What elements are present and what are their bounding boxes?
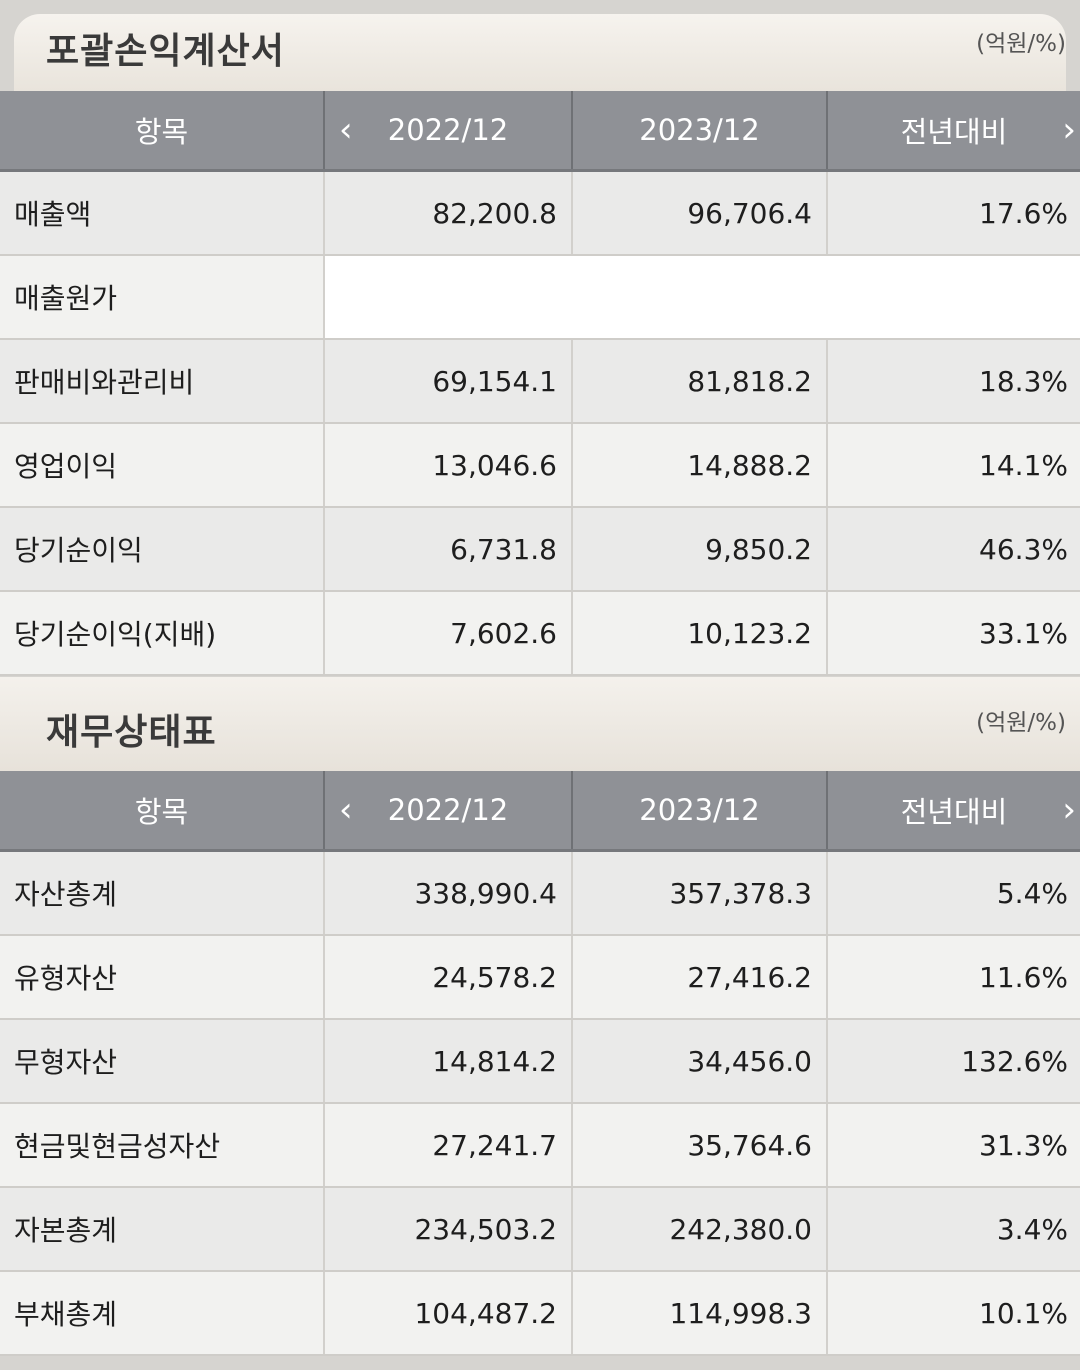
row-label: 부채총계 (0, 1272, 325, 1354)
table-row: 영업이익 13,046.6 14,888.2 14.1% (0, 424, 1080, 508)
value-2022: 82,200.8 (325, 172, 573, 254)
row-label: 판매비와관리비 (0, 340, 325, 422)
value-2022: 13,046.6 (325, 424, 573, 506)
value-2023: 35,764.6 (573, 1104, 828, 1186)
table-row: 매출액 82,200.8 96,706.4 17.6% (0, 172, 1080, 256)
table-row: 자본총계 234,503.2 242,380.0 3.4% (0, 1188, 1080, 1272)
chevron-right-icon[interactable]: › (1062, 110, 1076, 150)
value-2023: 96,706.4 (573, 172, 828, 254)
empty-values (325, 256, 1080, 338)
value-2023: 357,378.3 (573, 852, 828, 934)
header-year-current: 2023/12 (573, 91, 828, 169)
header-year-prev-label: 2022/12 (387, 113, 509, 147)
row-label: 유형자산 (0, 936, 325, 1018)
balance-sheet-section: 재무상태표 (억원/%) 항목 ‹ 2022/12 2023/12 전년대비 ›… (0, 677, 1080, 1356)
value-yoy: 10.1% (979, 1296, 1068, 1330)
table-row: 현금및현금성자산 27,241.7 35,764.6 31.3% (0, 1104, 1080, 1188)
row-label: 자산총계 (0, 852, 325, 934)
header-yoy-label: 전년대비 (900, 115, 1008, 149)
value-2023: 27,416.2 (573, 936, 828, 1018)
row-label: 무형자산 (0, 1020, 325, 1102)
value-2023: 9,850.2 (573, 508, 828, 590)
header-year-prev: ‹ 2022/12 (325, 771, 573, 849)
value-2022: 7,602.6 (325, 592, 573, 674)
row-label: 매출원가 (0, 256, 325, 338)
value-2023: 10,123.2 (573, 592, 828, 674)
balance-sheet-title-bar: 재무상태표 (억원/%) (0, 677, 1080, 771)
value-yoy: 18.3% (979, 364, 1068, 398)
value-2022: 14,814.2 (325, 1020, 573, 1102)
table-row: 판매비와관리비 69,154.1 81,818.2 18.3% (0, 340, 1080, 424)
value-yoy: 11.6% (979, 960, 1068, 994)
table-header: 항목 ‹ 2022/12 2023/12 전년대비 › (0, 91, 1080, 172)
income-statement-section: 포괄손익계산서 (억원/%) 항목 ‹ 2022/12 2023/12 전년대비… (0, 0, 1080, 676)
value-yoy: 5.4% (996, 876, 1068, 910)
header-year-prev: ‹ 2022/12 (325, 91, 573, 169)
value-2023: 14,888.2 (573, 424, 828, 506)
value-2022: 234,503.2 (325, 1188, 573, 1270)
header-year-prev-label: 2022/12 (387, 793, 509, 827)
value-2022: 338,990.4 (325, 852, 573, 934)
row-label: 영업이익 (0, 424, 325, 506)
row-label: 당기순이익(지배) (0, 592, 325, 674)
value-yoy: 31.3% (979, 1128, 1068, 1162)
value-2022: 27,241.7 (325, 1104, 573, 1186)
header-year-current: 2023/12 (573, 771, 828, 849)
chevron-left-icon[interactable]: ‹ (339, 110, 353, 150)
value-2022: 6,731.8 (325, 508, 573, 590)
section-title: 포괄손익계산서 (46, 31, 285, 72)
header-item: 항목 (0, 91, 325, 169)
table-row: 부채총계 104,487.2 114,998.3 10.1% (0, 1272, 1080, 1356)
row-label: 매출액 (0, 172, 325, 254)
table-row: 무형자산 14,814.2 34,456.0 132.6% (0, 1020, 1080, 1104)
table-row: 유형자산 24,578.2 27,416.2 11.6% (0, 936, 1080, 1020)
table-row: 당기순이익 6,731.8 9,850.2 46.3% (0, 508, 1080, 592)
header-yoy-label: 전년대비 (900, 795, 1008, 829)
unit-label: (억원/%) (976, 710, 1066, 736)
value-yoy: 132.6% (961, 1044, 1068, 1078)
table-row: 매출원가 (0, 256, 1080, 340)
header-item: 항목 (0, 771, 325, 849)
header-yoy: 전년대비 › (828, 771, 1080, 849)
income-statement-title-bar: 포괄손익계산서 (억원/%) (14, 14, 1066, 91)
header-yoy: 전년대비 › (828, 91, 1080, 169)
value-2022: 24,578.2 (325, 936, 573, 1018)
table-header: 항목 ‹ 2022/12 2023/12 전년대비 › (0, 771, 1080, 852)
table-row: 자산총계 338,990.4 357,378.3 5.4% (0, 852, 1080, 936)
value-yoy: 14.1% (979, 448, 1068, 482)
value-2022: 104,487.2 (325, 1272, 573, 1354)
value-yoy: 17.6% (979, 196, 1068, 230)
income-rows: 매출액 82,200.8 96,706.4 17.6% 매출원가 판매비와관리비… (0, 172, 1080, 676)
row-label: 당기순이익 (0, 508, 325, 590)
table-row: 당기순이익(지배) 7,602.6 10,123.2 33.1% (0, 592, 1080, 676)
unit-label: (억원/%) (976, 31, 1066, 57)
row-label: 자본총계 (0, 1188, 325, 1270)
value-2023: 242,380.0 (573, 1188, 828, 1270)
balance-rows: 자산총계 338,990.4 357,378.3 5.4% 유형자산 24,57… (0, 852, 1080, 1356)
value-yoy: 33.1% (979, 616, 1068, 650)
value-yoy: 3.4% (996, 1212, 1068, 1246)
value-2022: 69,154.1 (325, 340, 573, 422)
value-2023: 81,818.2 (573, 340, 828, 422)
chevron-right-icon[interactable]: › (1062, 790, 1076, 830)
section-title: 재무상태표 (46, 712, 217, 753)
value-yoy: 46.3% (979, 532, 1068, 566)
chevron-left-icon[interactable]: ‹ (339, 790, 353, 830)
value-2023: 34,456.0 (573, 1020, 828, 1102)
value-2023: 114,998.3 (573, 1272, 828, 1354)
row-label: 현금및현금성자산 (0, 1104, 325, 1186)
